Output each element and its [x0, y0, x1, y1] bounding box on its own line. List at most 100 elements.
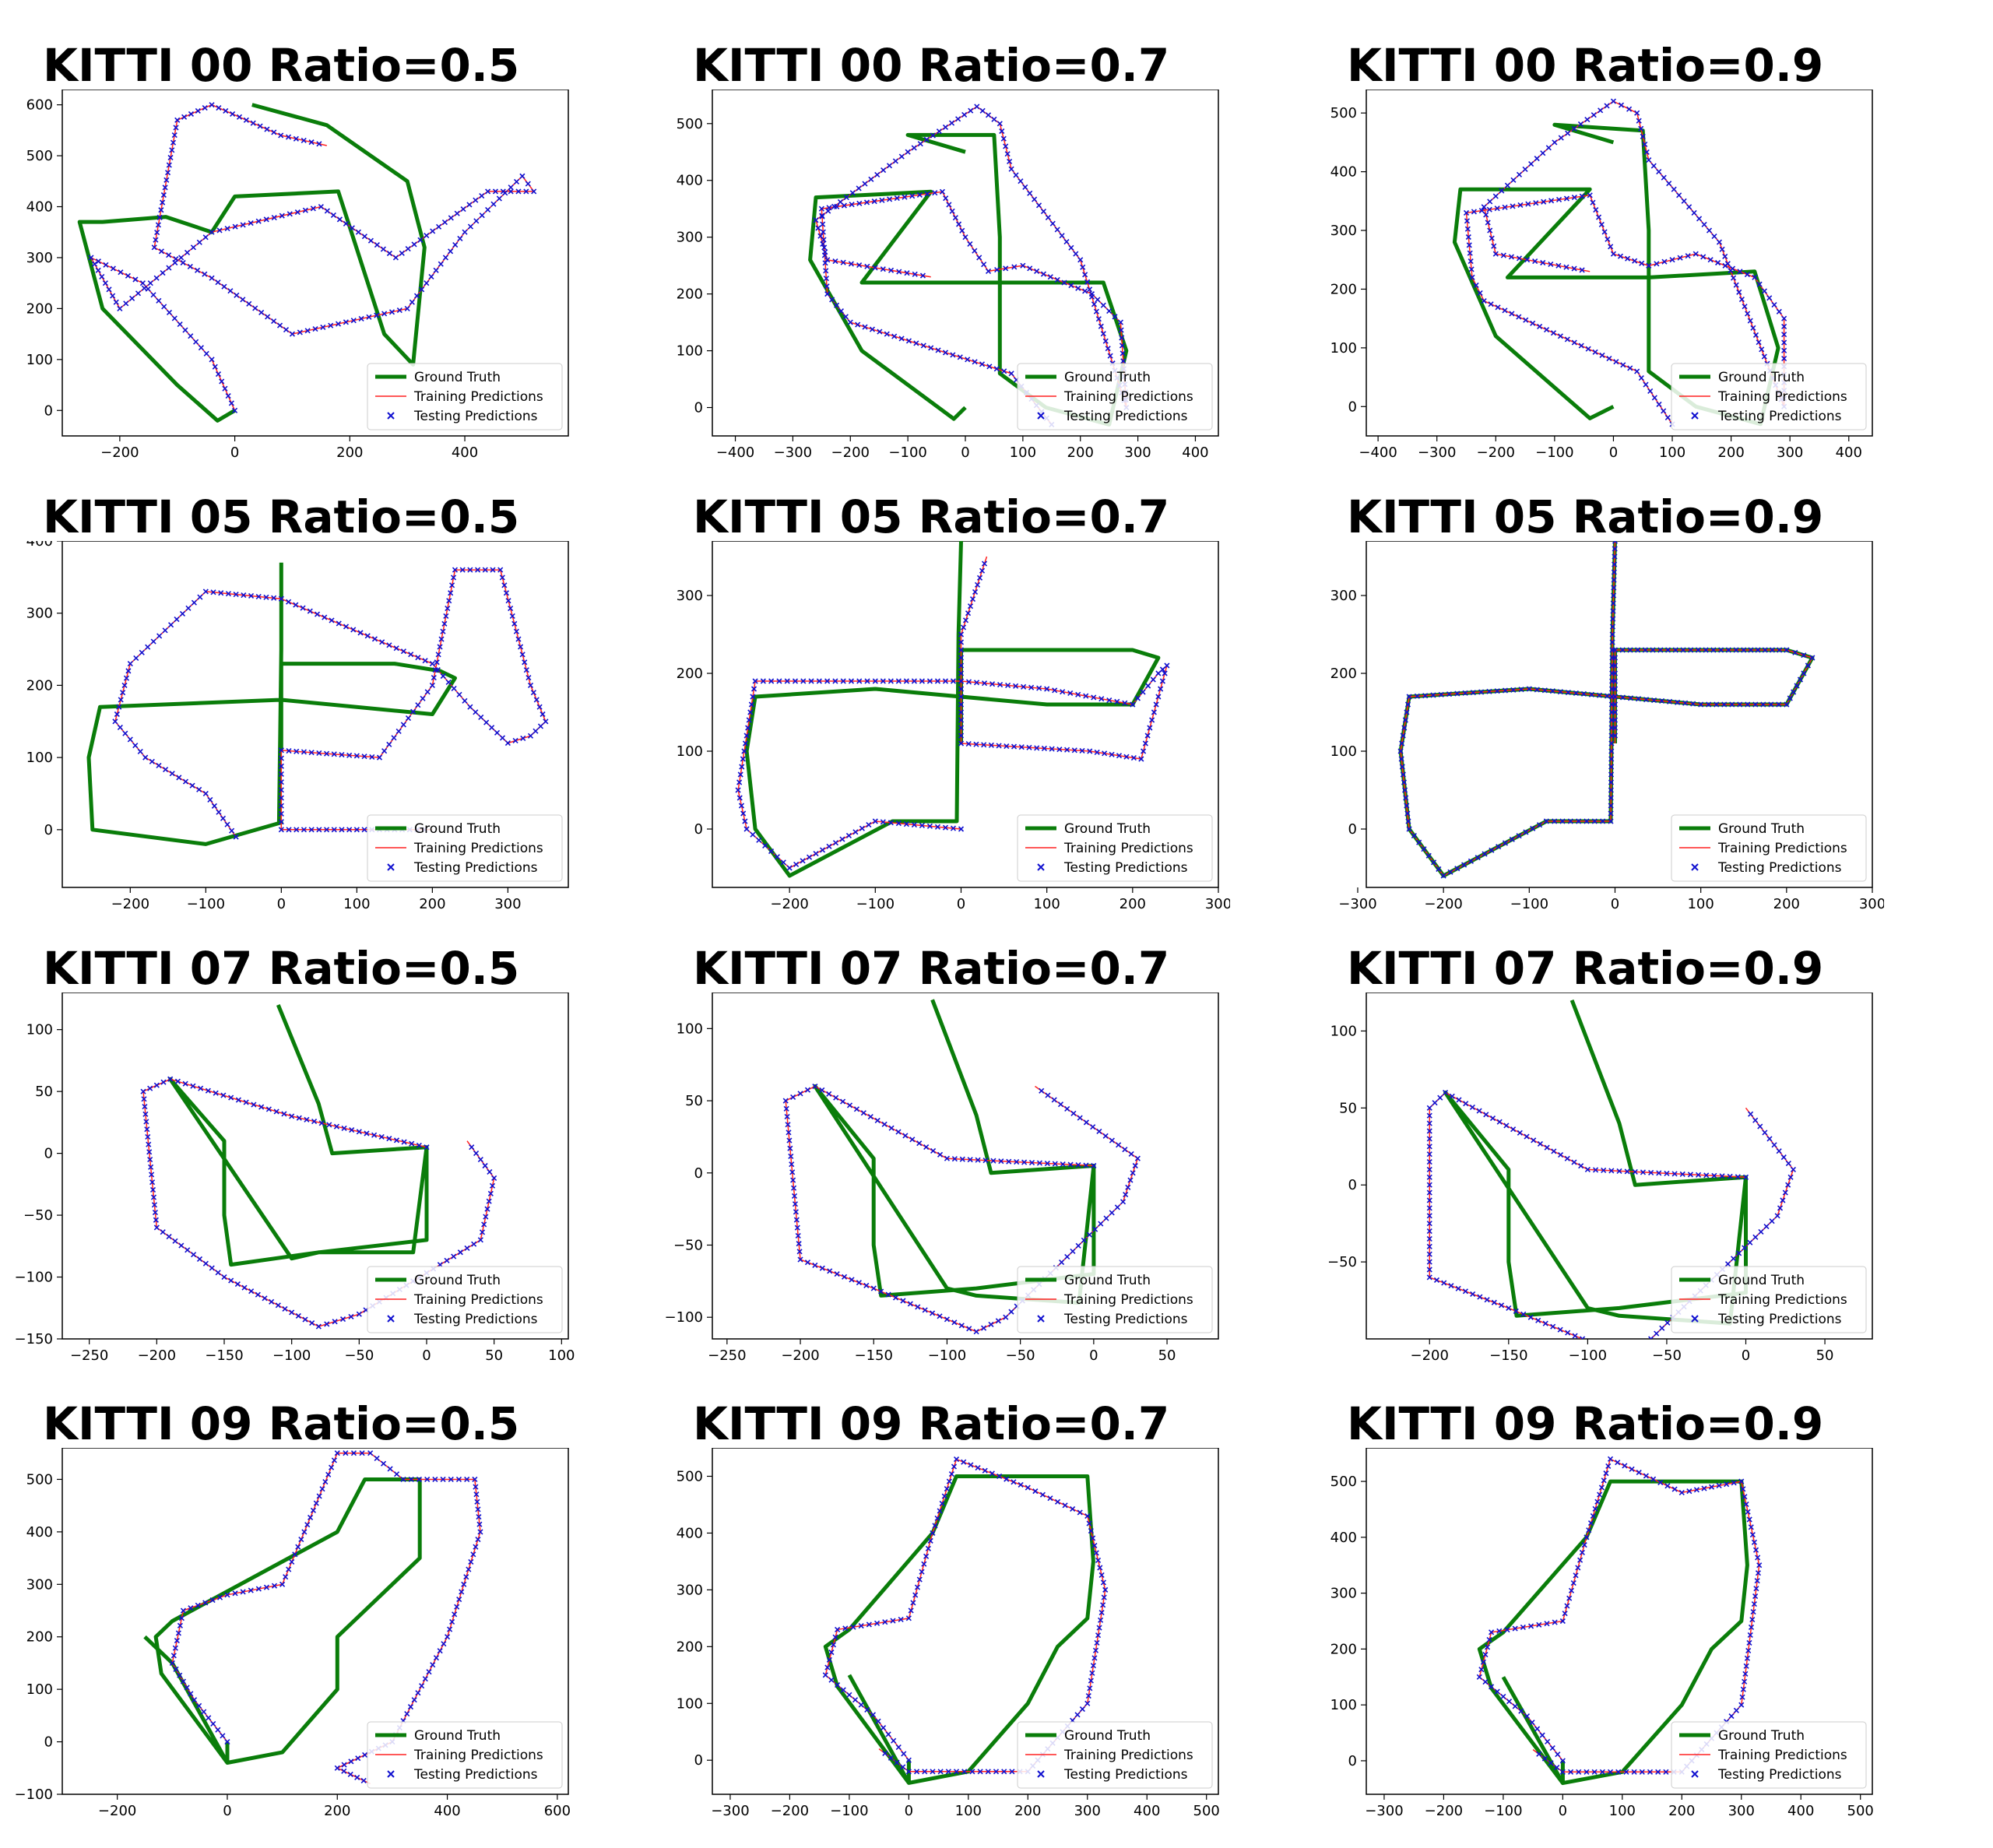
testing-prediction-point: [1426, 1228, 1432, 1235]
testing-prediction-point: [276, 322, 283, 328]
x-tick-label: −250: [708, 1347, 746, 1364]
testing-prediction-point: [1640, 1169, 1647, 1175]
testing-prediction-point: [824, 678, 831, 684]
y-tick-label: 500: [1330, 105, 1357, 121]
testing-prediction-point: [867, 1113, 873, 1120]
testing-prediction-point: [1752, 1117, 1759, 1123]
testing-prediction-point: [898, 336, 905, 342]
testing-prediction-point: [316, 141, 322, 147]
testing-prediction-point: [1034, 745, 1040, 751]
testing-prediction-point: [222, 385, 228, 392]
testing-prediction-point: [974, 104, 980, 110]
y-tick-label: 300: [677, 588, 703, 604]
testing-prediction-point: [486, 1198, 492, 1204]
testing-prediction-point: [216, 104, 222, 111]
legend-box: [367, 814, 563, 882]
testing-prediction-point: [807, 854, 813, 860]
testing-prediction-point: [1052, 687, 1058, 694]
testing-prediction-point: [1001, 1769, 1007, 1775]
testing-prediction-point: [167, 622, 174, 628]
testing-prediction-point: [882, 1750, 888, 1757]
testing-prediction-point: [1719, 1173, 1725, 1179]
testing-prediction-point: [1103, 1215, 1109, 1221]
testing-prediction-point: [120, 690, 126, 696]
testing-prediction-point: [448, 215, 454, 221]
testing-prediction-point: [1752, 332, 1759, 339]
testing-prediction-point: [1125, 1184, 1131, 1190]
testing-prediction-point: [1755, 647, 1761, 653]
legend-label: Ground Truth: [414, 1273, 501, 1288]
testing-prediction-point: [322, 1478, 329, 1485]
testing-prediction-point: [1565, 689, 1571, 696]
testing-prediction-point: [172, 259, 178, 266]
testing-prediction-point: [479, 192, 485, 199]
testing-prediction-point: [887, 196, 893, 202]
testing-prediction-point: [905, 149, 911, 155]
testing-prediction-point: [1426, 1213, 1432, 1219]
testing-prediction-point: [483, 719, 490, 725]
testing-prediction-point: [900, 1298, 906, 1304]
testing-prediction-point: [255, 593, 262, 599]
testing-prediction-point: [1100, 302, 1106, 308]
testing-prediction-point: [849, 202, 855, 208]
testing-prediction-point: [371, 1132, 378, 1138]
testing-prediction-point: [1550, 1323, 1556, 1330]
testing-prediction-point: [1441, 1280, 1447, 1286]
legend-test-swatch: [1691, 1315, 1699, 1323]
testing-prediction-point: [1763, 1223, 1770, 1230]
testing-prediction-point: [858, 1702, 864, 1708]
testing-prediction-point: [1568, 1587, 1575, 1593]
testing-prediction-point: [1109, 1210, 1115, 1216]
testing-prediction-point: [1557, 333, 1563, 339]
testing-prediction-point: [989, 681, 996, 687]
testing-prediction-point: [1576, 818, 1582, 824]
testing-prediction-point: [336, 620, 342, 627]
testing-prediction-point: [1559, 818, 1566, 824]
testing-prediction-point: [490, 201, 497, 207]
testing-prediction-point: [908, 1607, 914, 1614]
x-tick-label: 300: [1777, 444, 1803, 461]
testing-prediction-point: [1109, 751, 1115, 757]
testing-prediction-point: [1480, 1659, 1486, 1665]
testing-prediction-point: [1083, 1162, 1089, 1168]
testing-prediction-point: [819, 213, 825, 219]
testing-prediction-point: [263, 594, 269, 600]
testing-prediction-point: [1564, 1155, 1570, 1161]
x-tick-label: −200: [781, 1347, 819, 1364]
testing-prediction-point: [473, 1484, 479, 1490]
testing-prediction-point: [1781, 339, 1787, 346]
testing-prediction-point: [1604, 103, 1610, 109]
x-tick-label: 100: [548, 1347, 575, 1364]
testing-prediction-point: [985, 112, 992, 118]
testing-prediction-point: [424, 280, 430, 286]
testing-prediction-point: [909, 1137, 916, 1143]
testing-prediction-point: [444, 1257, 450, 1263]
testing-prediction-point: [181, 114, 188, 120]
testing-prediction-point: [1690, 701, 1696, 707]
testing-prediction-point: [240, 1589, 246, 1595]
testing-prediction-point: [416, 1142, 422, 1149]
testing-prediction-point: [1703, 647, 1709, 653]
testing-prediction-point: [789, 1161, 795, 1168]
testing-prediction-point: [209, 1597, 216, 1604]
testing-prediction-point: [996, 743, 1002, 749]
testing-prediction-point: [920, 343, 926, 349]
testing-prediction-point: [1727, 1173, 1733, 1179]
testing-prediction-point: [339, 827, 345, 833]
testing-prediction-point: [898, 153, 905, 160]
testing-prediction-point: [474, 1498, 480, 1505]
testing-prediction-point: [133, 655, 139, 662]
testing-prediction-point: [294, 827, 300, 833]
testing-prediction-point: [986, 364, 993, 370]
testing-prediction-point: [923, 1144, 930, 1151]
testing-prediction-point: [271, 318, 277, 325]
testing-prediction-point: [888, 267, 895, 273]
testing-prediction-point: [1664, 1319, 1671, 1326]
testing-prediction-point: [1698, 701, 1704, 708]
testing-prediction-point: [958, 826, 965, 832]
testing-prediction-point: [1743, 1501, 1749, 1507]
testing-prediction-point: [364, 1130, 370, 1137]
testing-prediction-point: [158, 248, 164, 255]
testing-prediction-point: [163, 767, 169, 773]
testing-prediction-point: [1745, 1509, 1751, 1515]
